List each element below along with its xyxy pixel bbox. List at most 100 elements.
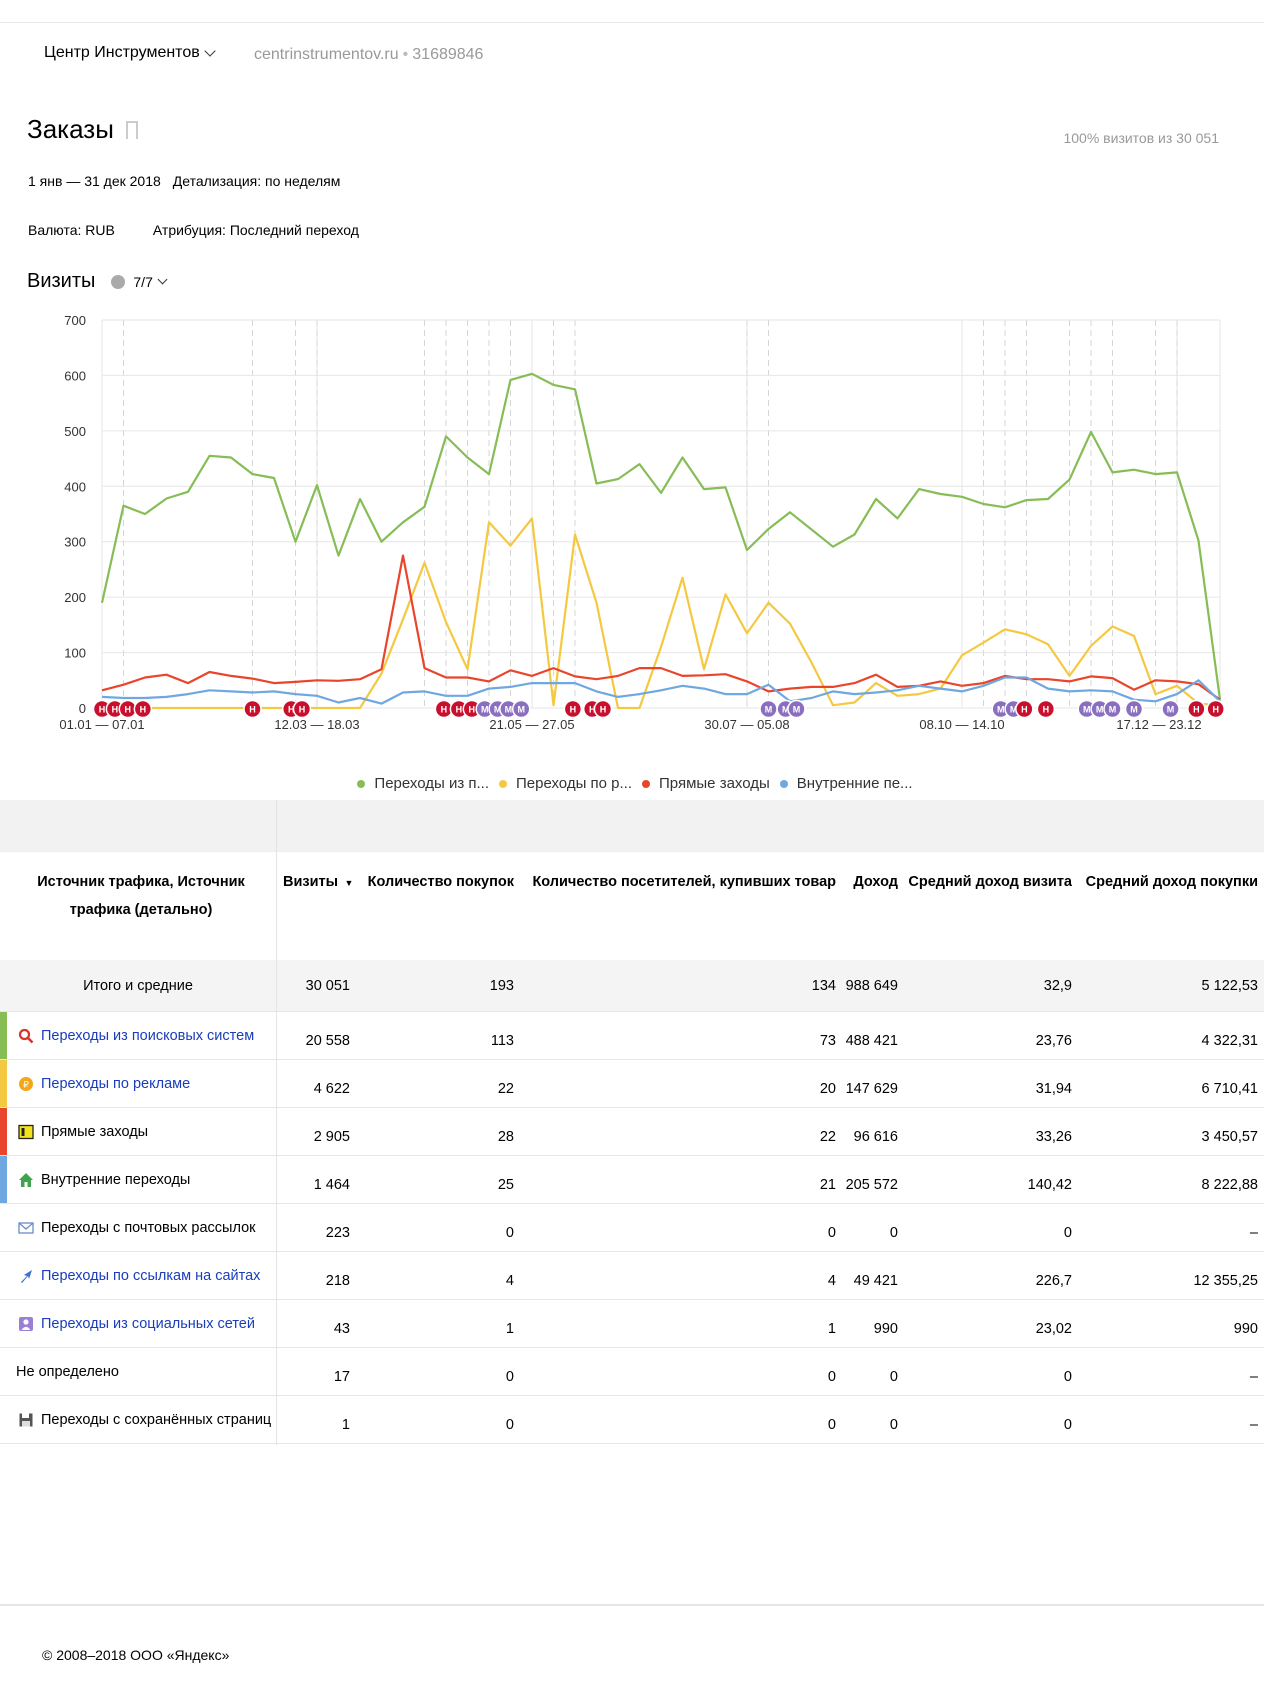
cell-5: 32,9: [1043, 977, 1072, 994]
x-tick-label: 30.07 — 05.08: [704, 717, 789, 732]
table-row[interactable]: ₽ Переходы по рекламе 4 622 22 20 147 629 31,9…: [0, 1060, 1264, 1108]
cell-3: 0: [827, 1224, 836, 1241]
dimension-header[interactable]: Источник трафика, Источник трафика (дета…: [37, 874, 245, 918]
row-drilldown-link[interactable]: Переходы из социальных сетей: [41, 1315, 255, 1332]
table-row[interactable]: Переходы с почтовых рассылок 223 0 0 0 0 –: [0, 1204, 1264, 1252]
row-label: Внутренние переходы: [41, 1171, 191, 1188]
table-row[interactable]: Переходы из социальных сетей 43 1 1 990 23,02…: [0, 1300, 1264, 1348]
note-marker: [1103, 699, 1122, 719]
table-toolbar-area: [0, 800, 1264, 852]
counter-selector[interactable]: Центр Инструментов: [44, 44, 216, 62]
detail-selector[interactable]: Детализация: по неделям: [172, 173, 341, 189]
cell-1: 17: [333, 1368, 350, 1385]
envelope-icon: [18, 1220, 34, 1236]
row-dimension-cell: Внутренние переходы: [0, 1172, 276, 1188]
row-drilldown-link[interactable]: Переходы из поисковых систем: [41, 1027, 255, 1044]
chart-legend: Переходы из п... Переходы по р... Прямые з…: [0, 775, 1264, 792]
legend-item-3[interactable]: Прямые заходы: [636, 775, 770, 792]
total-row: Итого и средние 30 051 193 134 988 649 32,9 5 …: [0, 960, 1264, 1012]
note-marker-label: М: [1167, 705, 1175, 715]
cell-2: 25: [497, 1176, 514, 1193]
row-dimension-cell: Переходы с почтовых рассылок: [0, 1220, 276, 1236]
table-row[interactable]: Переходы из поисковых систем 20 558 113 73 4…: [0, 1012, 1264, 1060]
chart-metric-title[interactable]: Визиты: [27, 270, 96, 292]
row-dimension-cell: Прямые заходы: [0, 1124, 276, 1140]
legend-item-1[interactable]: Переходы из п...: [351, 775, 489, 792]
cell-2: 22: [497, 1080, 514, 1097]
cell-5: 23,76: [1035, 1032, 1072, 1049]
cell-4: 0: [889, 1368, 898, 1385]
footer-divider: [0, 1604, 1264, 1606]
legend-item-2[interactable]: Переходы по р...: [493, 775, 632, 792]
note-marker-label: Н: [570, 705, 577, 715]
currency-selector[interactable]: Валюта: RUB: [28, 222, 115, 238]
y-tick-label: 0: [79, 701, 86, 716]
table-row[interactable]: Переходы с сохранённых страниц 1 0 0 0 0 –: [0, 1396, 1264, 1444]
series-line-1: [100, 372, 1222, 700]
counter-name: Центр Инструментов: [44, 44, 200, 61]
y-tick-label: 500: [64, 424, 86, 439]
row-label: Переходы с почтовых рассылок: [41, 1219, 256, 1236]
legend-item-4[interactable]: Внутренние пе...: [774, 775, 913, 792]
cell-5: 33,26: [1035, 1128, 1072, 1145]
y-tick-label: 300: [64, 535, 86, 550]
series-line-3: [101, 554, 1221, 701]
note-marker: [512, 699, 531, 719]
cell-4: 49 421: [853, 1272, 898, 1289]
legend-label: Внутренние пе...: [796, 775, 913, 792]
bookmark-icon[interactable]: [125, 120, 138, 145]
note-marker: [1036, 699, 1056, 719]
column-header-4[interactable]: Доход: [853, 874, 898, 890]
ad-coin-icon: ₽: [18, 1076, 34, 1092]
note-marker-label: Н: [288, 705, 295, 715]
row-drilldown-link[interactable]: Переходы по рекламе: [41, 1075, 191, 1092]
cell-3: 134: [811, 977, 836, 994]
table-row[interactable]: Внутренние переходы 1 464 25 21 205 572 140,4…: [0, 1156, 1264, 1204]
cell-3: 73: [819, 1032, 836, 1049]
cell-1: 30 051: [305, 977, 350, 994]
cell-2: 193: [489, 977, 514, 994]
note-marker-label: Н: [1021, 705, 1028, 715]
home-icon: [18, 1172, 34, 1188]
note-marker: [133, 699, 153, 719]
y-tick-label: 700: [64, 313, 86, 328]
attribution-selector[interactable]: Атрибуция: Последний переход: [152, 222, 359, 238]
cell-1: 43: [333, 1320, 350, 1337]
cell-3: 1: [827, 1320, 836, 1337]
data-table: Источник трафика, Источник трафика (дета…: [0, 800, 1264, 1444]
top-divider: [0, 22, 1264, 23]
sample-info[interactable]: 100% визитов из 30 051: [1063, 130, 1219, 146]
notes-count: 7/7: [133, 273, 153, 290]
y-tick-label: 200: [64, 590, 86, 605]
period-selector[interactable]: 1 янв — 31 дек 2018: [28, 173, 161, 189]
y-tick-label: 600: [64, 368, 86, 383]
chevron-down-icon: [204, 44, 216, 57]
cell-3: 4: [827, 1272, 836, 1289]
row-label: Итого и средние: [83, 977, 193, 994]
row-label: Не определено: [16, 1363, 119, 1380]
cell-1: 218: [325, 1272, 350, 1289]
note-marker-label: Н: [125, 705, 132, 715]
column-header-3[interactable]: Количество посетителей, купивших товар: [532, 874, 836, 890]
row-dimension-cell: Не определено: [0, 1364, 276, 1380]
table-row[interactable]: Прямые заходы 2 905 28 22 96 616 33,26 3 450,5…: [0, 1108, 1264, 1156]
column-header-5[interactable]: Средний доход визита: [908, 874, 1072, 890]
chevron-down-icon: [157, 274, 168, 285]
row-color-stripe: [0, 1108, 7, 1155]
note-marker-label: Н: [299, 705, 306, 715]
visits-line-chart: 0 100 200 300 400 500 600 700 01.01 — 07.01 12.03…: [59, 313, 1225, 732]
cell-4: 988 649: [845, 977, 898, 994]
notes-selector[interactable]: 7/7: [111, 273, 168, 290]
sort-desc-icon: ▼: [342, 878, 354, 888]
row-drilldown-link[interactable]: Переходы по ссылкам на сайтах: [41, 1267, 261, 1284]
x-tick-label: 21.05 — 27.05: [489, 717, 574, 732]
column-header-2[interactable]: Количество покупок: [367, 874, 514, 890]
cell-6: –: [1249, 1416, 1258, 1433]
table-row[interactable]: Не определено 17 0 0 0 0 –: [0, 1348, 1264, 1396]
search-icon: [18, 1028, 34, 1044]
table-row[interactable]: Переходы по ссылкам на сайтах 218 4 4 49 421…: [0, 1252, 1264, 1300]
cell-2: 0: [505, 1368, 514, 1385]
column-header-1[interactable]: Визиты ▼: [283, 874, 354, 890]
column-header-6[interactable]: Средний доход покупки: [1085, 874, 1258, 890]
legend-dot-icon: [499, 779, 507, 788]
